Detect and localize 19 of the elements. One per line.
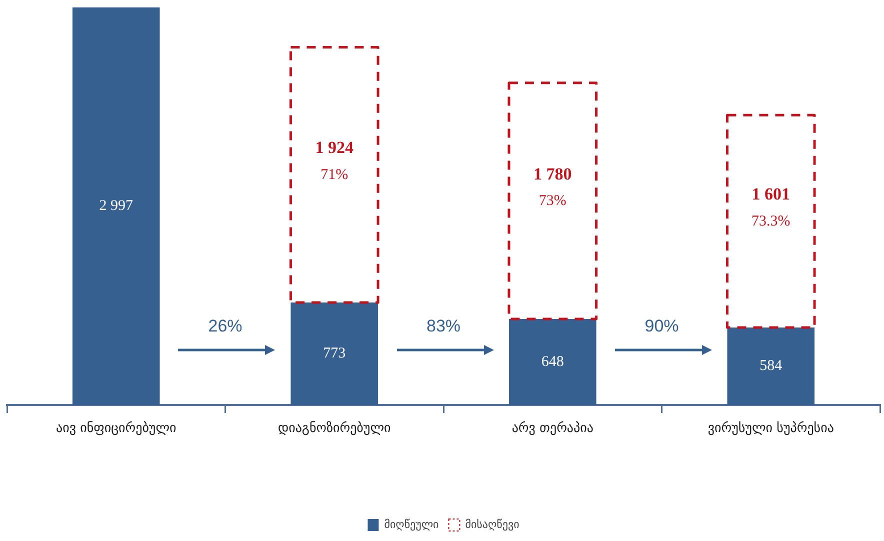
- data-label: 648: [541, 354, 564, 370]
- x-tick-label: აივ ინფიცირებული: [56, 421, 177, 436]
- annotation: 73%: [538, 192, 566, 209]
- annotation: 90%: [644, 316, 679, 336]
- x-tick-label: დიაგნოზირებული: [278, 421, 392, 436]
- legend-label: მიღწეული: [384, 518, 440, 531]
- data-label: 2 997: [99, 198, 134, 214]
- legend-label: მისაღწევი: [465, 518, 520, 531]
- x-tick-label: არვ თერაპია: [512, 421, 594, 436]
- x-tick-label: ვირუსული სუპრესია: [708, 421, 834, 436]
- annotation: 26%: [208, 316, 242, 336]
- annotation: 73.3%: [752, 213, 790, 230]
- data-label: 1 601: [752, 184, 790, 204]
- data-label: 1 924: [315, 138, 354, 158]
- data-label: 584: [760, 358, 783, 374]
- annotation: 71%: [320, 166, 348, 183]
- data-label: 773: [323, 346, 346, 362]
- annotation: 83%: [426, 316, 461, 336]
- data-label: 1 780: [534, 164, 572, 184]
